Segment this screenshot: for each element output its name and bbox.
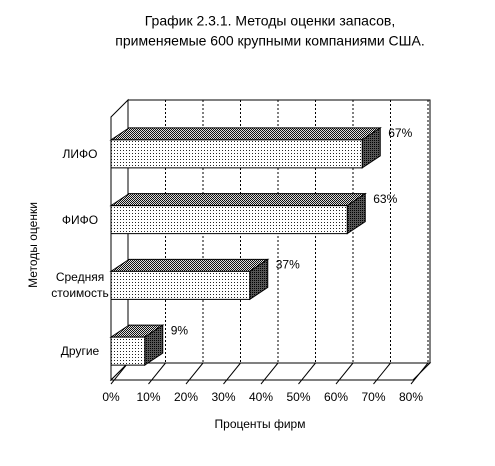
floor-tick	[223, 362, 241, 385]
bar-top	[109, 258, 270, 272]
bar-top	[109, 127, 382, 141]
floor-tick	[373, 362, 391, 385]
y-tick-label: ЛИФО	[62, 146, 98, 161]
floor-tick	[185, 362, 204, 385]
value-label: 37%	[276, 258, 300, 272]
floor-tick	[298, 362, 316, 385]
x-tick-label: 20%	[174, 390, 198, 404]
floor-tick	[410, 362, 429, 385]
x-tick-label: 80%	[399, 390, 423, 404]
x-tick-label: 60%	[324, 390, 348, 404]
value-label: 63%	[373, 192, 397, 206]
bar-top	[109, 193, 367, 207]
bar	[110, 336, 146, 366]
y-tick-label: Средняя стоимость	[51, 270, 109, 301]
chart-title-line: График 2.3.1. Методы оценки запасов,	[145, 13, 395, 29]
floor-tick	[148, 362, 166, 385]
x-tick-label: 50%	[286, 390, 310, 404]
x-axis-label: Проценты фирм	[215, 417, 306, 431]
bar	[110, 139, 363, 169]
x-tick-label: 10%	[136, 390, 160, 404]
x-tick-label: 40%	[249, 390, 273, 404]
floor-tick	[260, 362, 279, 385]
bar	[110, 270, 251, 300]
bar	[110, 205, 348, 235]
x-tick-label: 70%	[361, 390, 385, 404]
x-tick-label: 30%	[211, 390, 235, 404]
y-tick-label: Другие	[60, 344, 100, 359]
chart-title-line: применяемые 600 крупными компаниями США.	[115, 33, 424, 49]
floor-tick	[110, 362, 129, 385]
floor-tick	[335, 362, 354, 385]
y-tick-label: ФИФО	[61, 212, 99, 227]
value-label: 67%	[388, 126, 412, 140]
y-axis-label: Методы оценки	[26, 202, 40, 288]
value-label: 9%	[171, 323, 189, 337]
x-tick-label: 0%	[102, 390, 120, 404]
